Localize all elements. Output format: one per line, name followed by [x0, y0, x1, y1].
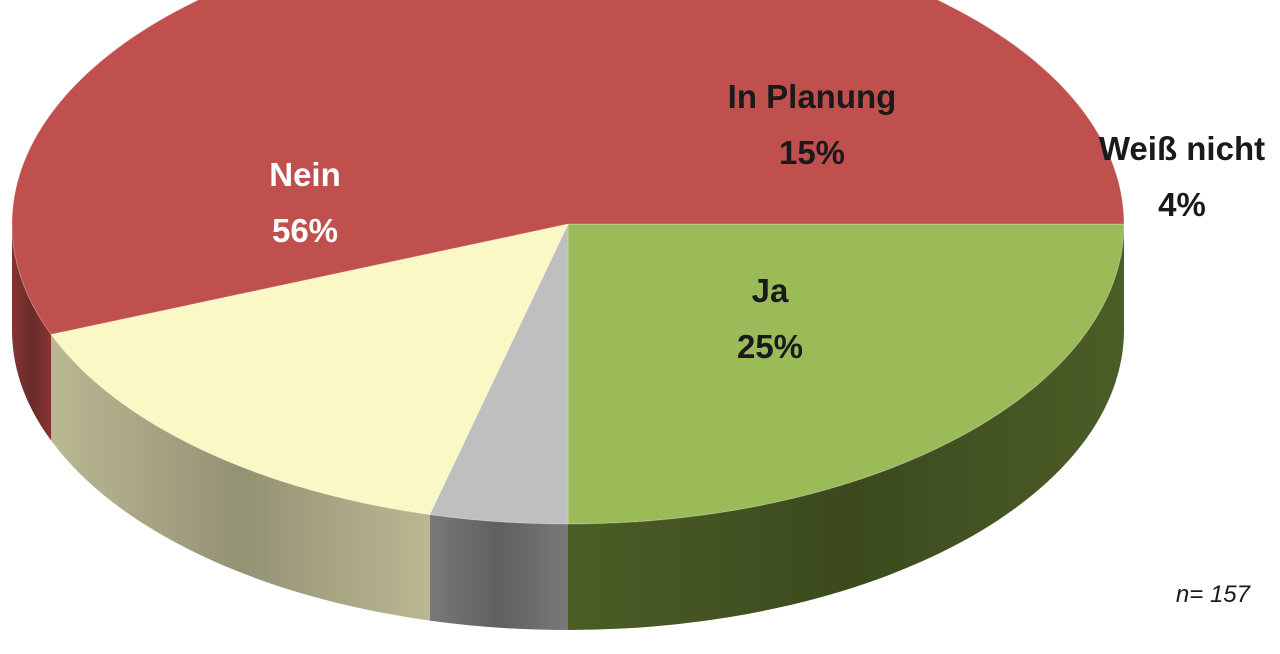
slice-value-nein: 56% [272, 212, 338, 249]
pie-side-shade [568, 224, 1124, 630]
slice-label-in-planung: In Planung [728, 78, 897, 115]
pie-slice-wei-nicht [428, 223, 569, 525]
slice-label-ja: Ja [752, 272, 789, 309]
pie-side-shade [12, 224, 52, 441]
pie-side-layer [12, 224, 1124, 630]
slice-value-ja: 25% [737, 328, 803, 365]
pie-slice-in-planung [50, 223, 569, 516]
slice-label-nein: Nein [269, 156, 341, 193]
pie-top-layer [11, 0, 1125, 525]
slice-value-wei-nicht: 4% [1158, 186, 1206, 223]
slice-value-in-planung: 15% [779, 134, 845, 171]
pie-slice-ja [567, 223, 1125, 525]
pie-side-shade [51, 334, 430, 621]
pie-slice-nein [11, 0, 1125, 335]
pie-label-layer: Ja 25% Weiß nicht 4% In Planung 15% Nein 56% [269, 78, 1265, 365]
pie-side-shade [429, 514, 568, 630]
sample-size-note: n= 157 [1176, 581, 1252, 608]
slice-label-wei-nicht: Weiß nicht [1099, 130, 1265, 167]
